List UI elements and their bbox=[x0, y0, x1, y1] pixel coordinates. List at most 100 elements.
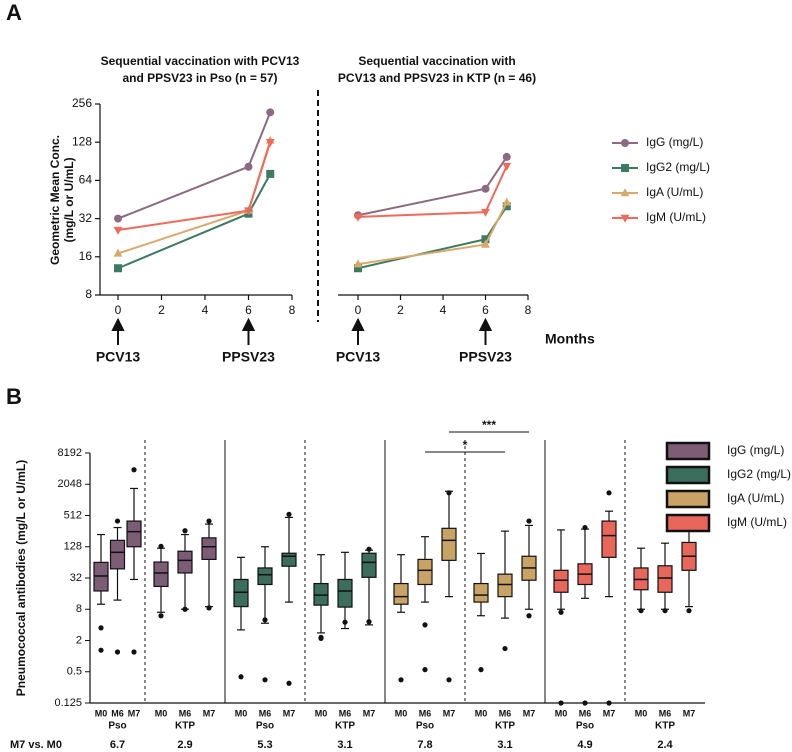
y-axis-title: (mg/L or U/mL) bbox=[62, 157, 76, 242]
x-tick-label: M0 bbox=[155, 708, 168, 718]
x-tick-label: 0 bbox=[115, 303, 122, 317]
group-label: KTP bbox=[175, 721, 195, 732]
ratio-value: 3.1 bbox=[497, 739, 512, 751]
x-tick-label: M0 bbox=[235, 708, 248, 718]
x-tick-label: 4 bbox=[440, 303, 447, 317]
annotation: PPSV23 bbox=[222, 349, 275, 365]
marker bbox=[113, 226, 123, 235]
marker bbox=[481, 239, 490, 248]
x-tick-label: M6 bbox=[579, 708, 592, 718]
outlier bbox=[206, 518, 212, 524]
x-axis-title: Months bbox=[545, 331, 595, 347]
legend-label: IgG (mg/L) bbox=[727, 443, 784, 457]
outlier bbox=[558, 609, 564, 615]
x-tick-label: 2 bbox=[158, 303, 165, 317]
y-axis-title: Pneumococcal antibodies (mg/L or U/mL) bbox=[14, 460, 28, 696]
marker bbox=[266, 169, 275, 178]
y-tick-label: 8192 bbox=[58, 447, 82, 459]
x-tick-label: 0 bbox=[355, 303, 362, 317]
y-tick-label: 0.5 bbox=[67, 666, 82, 678]
legend-swatch bbox=[665, 489, 711, 509]
ratio-value: 6.7 bbox=[110, 739, 125, 751]
outlier bbox=[158, 543, 164, 550]
group-label: KTP bbox=[335, 721, 355, 732]
annotation: PPSV23 bbox=[459, 349, 512, 365]
legend-label: IgM (U/mL) bbox=[646, 210, 706, 224]
x-tick-label: M6 bbox=[179, 708, 192, 718]
marker bbox=[502, 152, 511, 161]
ratio-title: M7 vs. M0 bbox=[10, 739, 62, 751]
x-tick-label: M7 bbox=[683, 708, 696, 718]
marker bbox=[114, 214, 122, 223]
ratio-value: 7.8 bbox=[417, 739, 432, 751]
marker bbox=[353, 259, 363, 268]
x-tick-label: M7 bbox=[203, 708, 216, 718]
outlier bbox=[446, 677, 452, 683]
x-tick-label: M7 bbox=[523, 708, 536, 718]
marker bbox=[353, 213, 363, 222]
outlier bbox=[114, 649, 121, 655]
outlier bbox=[262, 677, 268, 683]
x-tick-label: M7 bbox=[128, 708, 141, 718]
outlier bbox=[262, 617, 268, 623]
outlier bbox=[131, 649, 137, 655]
outlier bbox=[422, 622, 428, 628]
x-tick-label: M0 bbox=[555, 708, 568, 718]
legend-marker bbox=[621, 139, 629, 147]
outlier bbox=[131, 467, 137, 473]
ratio-value: 2.9 bbox=[177, 739, 192, 751]
outlier bbox=[606, 490, 612, 496]
x-tick-label: 8 bbox=[525, 303, 532, 317]
outlier bbox=[526, 518, 532, 524]
panel-label: A bbox=[6, 0, 22, 25]
annotation: PCV13 bbox=[336, 349, 381, 365]
outlier bbox=[98, 625, 104, 631]
outlier bbox=[582, 700, 588, 706]
outlier bbox=[238, 674, 244, 680]
marker bbox=[244, 162, 253, 171]
marker bbox=[502, 197, 512, 206]
y-tick-label: 2 bbox=[76, 634, 82, 646]
marker bbox=[481, 184, 490, 193]
legend-marker bbox=[620, 188, 630, 197]
box bbox=[601, 520, 617, 558]
ratio-value: 2.4 bbox=[657, 739, 673, 751]
outlier bbox=[286, 511, 292, 517]
legend-swatch bbox=[665, 465, 711, 485]
box bbox=[553, 569, 569, 593]
x-tick-label: M7 bbox=[283, 708, 296, 718]
group-label: KTP bbox=[495, 721, 515, 732]
box bbox=[201, 537, 217, 561]
y-tick-label: 2048 bbox=[58, 478, 82, 490]
x-tick-label: 6 bbox=[245, 303, 252, 317]
x-tick-label: M7 bbox=[603, 708, 616, 718]
outlier bbox=[366, 546, 372, 552]
legend-label: IgA (U/mL) bbox=[727, 491, 784, 505]
y-tick-label: 32 bbox=[79, 211, 93, 225]
ratio-value: 5.3 bbox=[257, 739, 272, 751]
x-tick-label: 2 bbox=[397, 303, 404, 317]
legend-label: IgG (mg/L) bbox=[646, 135, 703, 149]
x-tick-label: M6 bbox=[111, 708, 124, 718]
arrow bbox=[351, 317, 365, 345]
x-tick-label: M7 bbox=[443, 708, 456, 718]
outlier bbox=[478, 667, 484, 673]
x-tick-label: 8 bbox=[289, 303, 296, 317]
outlier bbox=[206, 605, 212, 611]
x-tick-label: M0 bbox=[635, 708, 648, 718]
outlier bbox=[286, 680, 292, 686]
box bbox=[361, 552, 377, 578]
outlier bbox=[422, 667, 428, 673]
x-tick-label: M6 bbox=[259, 708, 272, 718]
outlier bbox=[526, 613, 532, 619]
outlier bbox=[662, 608, 668, 614]
box bbox=[657, 565, 673, 593]
marker bbox=[265, 139, 275, 147]
marker bbox=[481, 235, 490, 244]
outlier bbox=[98, 647, 104, 653]
legend-label: IgG2 (mg/L) bbox=[727, 467, 791, 481]
group-label: Pso bbox=[256, 721, 274, 732]
arrow bbox=[111, 317, 125, 345]
box bbox=[257, 567, 273, 586]
